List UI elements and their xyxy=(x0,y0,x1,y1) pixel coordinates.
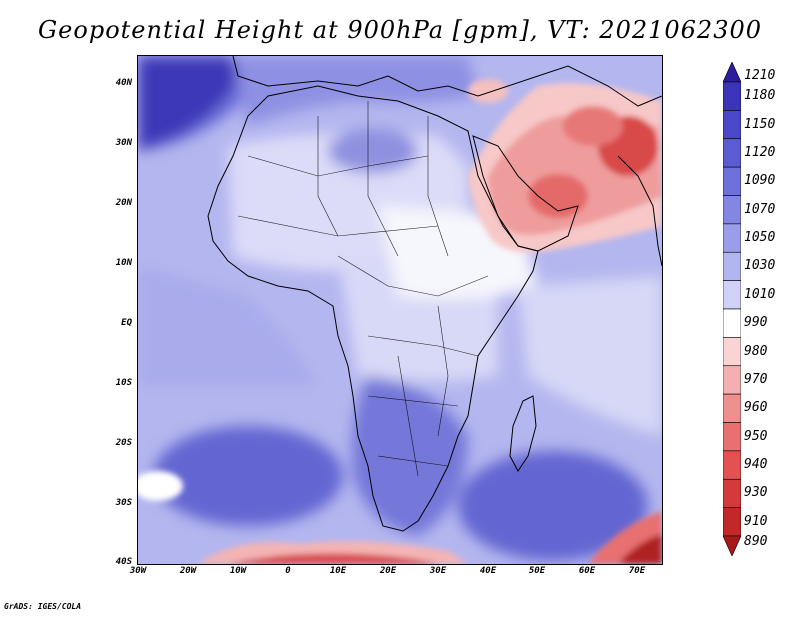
south-atlantic-high xyxy=(153,426,343,526)
colorbar-label: 1070 xyxy=(744,201,776,217)
colorbar-label: 990 xyxy=(744,315,768,331)
high-nw-atlantic xyxy=(138,56,248,151)
colorbar-swatch xyxy=(723,422,741,452)
arabia-coastline xyxy=(472,135,579,252)
colorbar-swatch xyxy=(723,110,741,140)
lat-label-10s: 10S xyxy=(115,378,132,388)
lon-label-0: 0 xyxy=(285,566,291,576)
indian-ocean-light xyxy=(518,276,662,436)
europe-coastline xyxy=(232,56,662,107)
lon-label-20e: 20E xyxy=(379,566,397,576)
colorbar-label: 1120 xyxy=(744,144,776,160)
colorbar-swatch xyxy=(723,365,741,395)
lat-label-20s: 20S xyxy=(115,438,132,448)
south-africa-high xyxy=(352,376,468,536)
persia-low xyxy=(563,106,623,146)
lat-label-30n: 30N xyxy=(115,138,132,148)
lon-label-30e: 30E xyxy=(429,566,447,576)
country-borders xyxy=(237,101,489,477)
colorbar-swatch xyxy=(723,138,741,168)
colorbar-swatch xyxy=(723,478,741,508)
lat-label-20n: 20N xyxy=(115,198,132,208)
lon-label-30w: 30W xyxy=(129,566,147,576)
lat-label-40n: 40N xyxy=(115,78,132,88)
africa-coastline xyxy=(207,85,539,532)
colorbar-label: 960 xyxy=(744,400,768,416)
levant-low xyxy=(468,79,508,103)
southwest-indian-low-core xyxy=(618,534,662,564)
colorbar-label: 1030 xyxy=(744,258,776,274)
lon-label-70e: 70E xyxy=(628,566,646,576)
lat-label-10n: 10N xyxy=(115,258,132,268)
southern-ocean-low-core xyxy=(228,553,438,564)
colorbar-label: 970 xyxy=(744,371,768,387)
colorbar-swatch xyxy=(723,223,741,253)
atlantic-white-spot xyxy=(138,471,183,501)
colorbar-swatch xyxy=(723,81,741,111)
lat-label-eq: EQ xyxy=(121,318,132,328)
colorbar-label: 890 xyxy=(744,534,768,549)
madagascar-coastline xyxy=(509,395,537,472)
lat-label-30s: 30S xyxy=(115,498,132,508)
med-band xyxy=(233,56,478,126)
colorbar-label: 1210 xyxy=(744,68,776,83)
colorbar-swatch xyxy=(723,450,741,480)
colorbar-label: 1150 xyxy=(744,116,776,132)
south-indian-high xyxy=(458,451,648,561)
colorbar-label: 930 xyxy=(744,485,768,501)
colorbar-label: 910 xyxy=(744,513,768,529)
colorbar-label: 1090 xyxy=(744,173,776,189)
coastlines xyxy=(207,56,662,532)
colorbar-swatch xyxy=(723,507,741,537)
colorbar-label: 980 xyxy=(744,343,768,359)
equatorial-atlantic xyxy=(138,266,318,386)
lon-label-10w: 10W xyxy=(229,566,247,576)
colorbar-swatch xyxy=(723,195,741,225)
colorbar-swatch xyxy=(723,251,741,281)
colorbar-swatch xyxy=(723,393,741,423)
grads-credit: GrADS: IGES/COLA xyxy=(4,602,82,611)
lat-label-40s: 40S xyxy=(115,557,132,567)
colorbar-swatch xyxy=(723,337,741,367)
lon-label-60e: 60E xyxy=(578,566,596,576)
colorbar-swatch xyxy=(723,62,741,83)
colorbar-swatch xyxy=(723,166,741,196)
india-coastline xyxy=(617,155,662,267)
colorbar-label: 950 xyxy=(744,428,768,444)
libya-high xyxy=(328,129,418,173)
colorbar-label: 1010 xyxy=(744,286,776,302)
lon-label-50e: 50E xyxy=(528,566,546,576)
colorbar-label: 1180 xyxy=(744,88,776,104)
colorbar-swatch xyxy=(723,280,741,310)
lon-label-10e: 10E xyxy=(329,566,347,576)
colorbar xyxy=(723,62,741,556)
colorbar-label: 1050 xyxy=(744,230,776,246)
lon-label-20w: 20W xyxy=(179,566,197,576)
map-plot-area xyxy=(137,55,663,565)
colorbar-swatch xyxy=(723,535,741,556)
lon-label-40e: 40E xyxy=(479,566,497,576)
colorbar-swatch xyxy=(723,308,741,338)
chart-title: Geopotential Height at 900hPa [gpm], VT:… xyxy=(38,16,762,44)
colorbar-label: 940 xyxy=(744,457,768,473)
